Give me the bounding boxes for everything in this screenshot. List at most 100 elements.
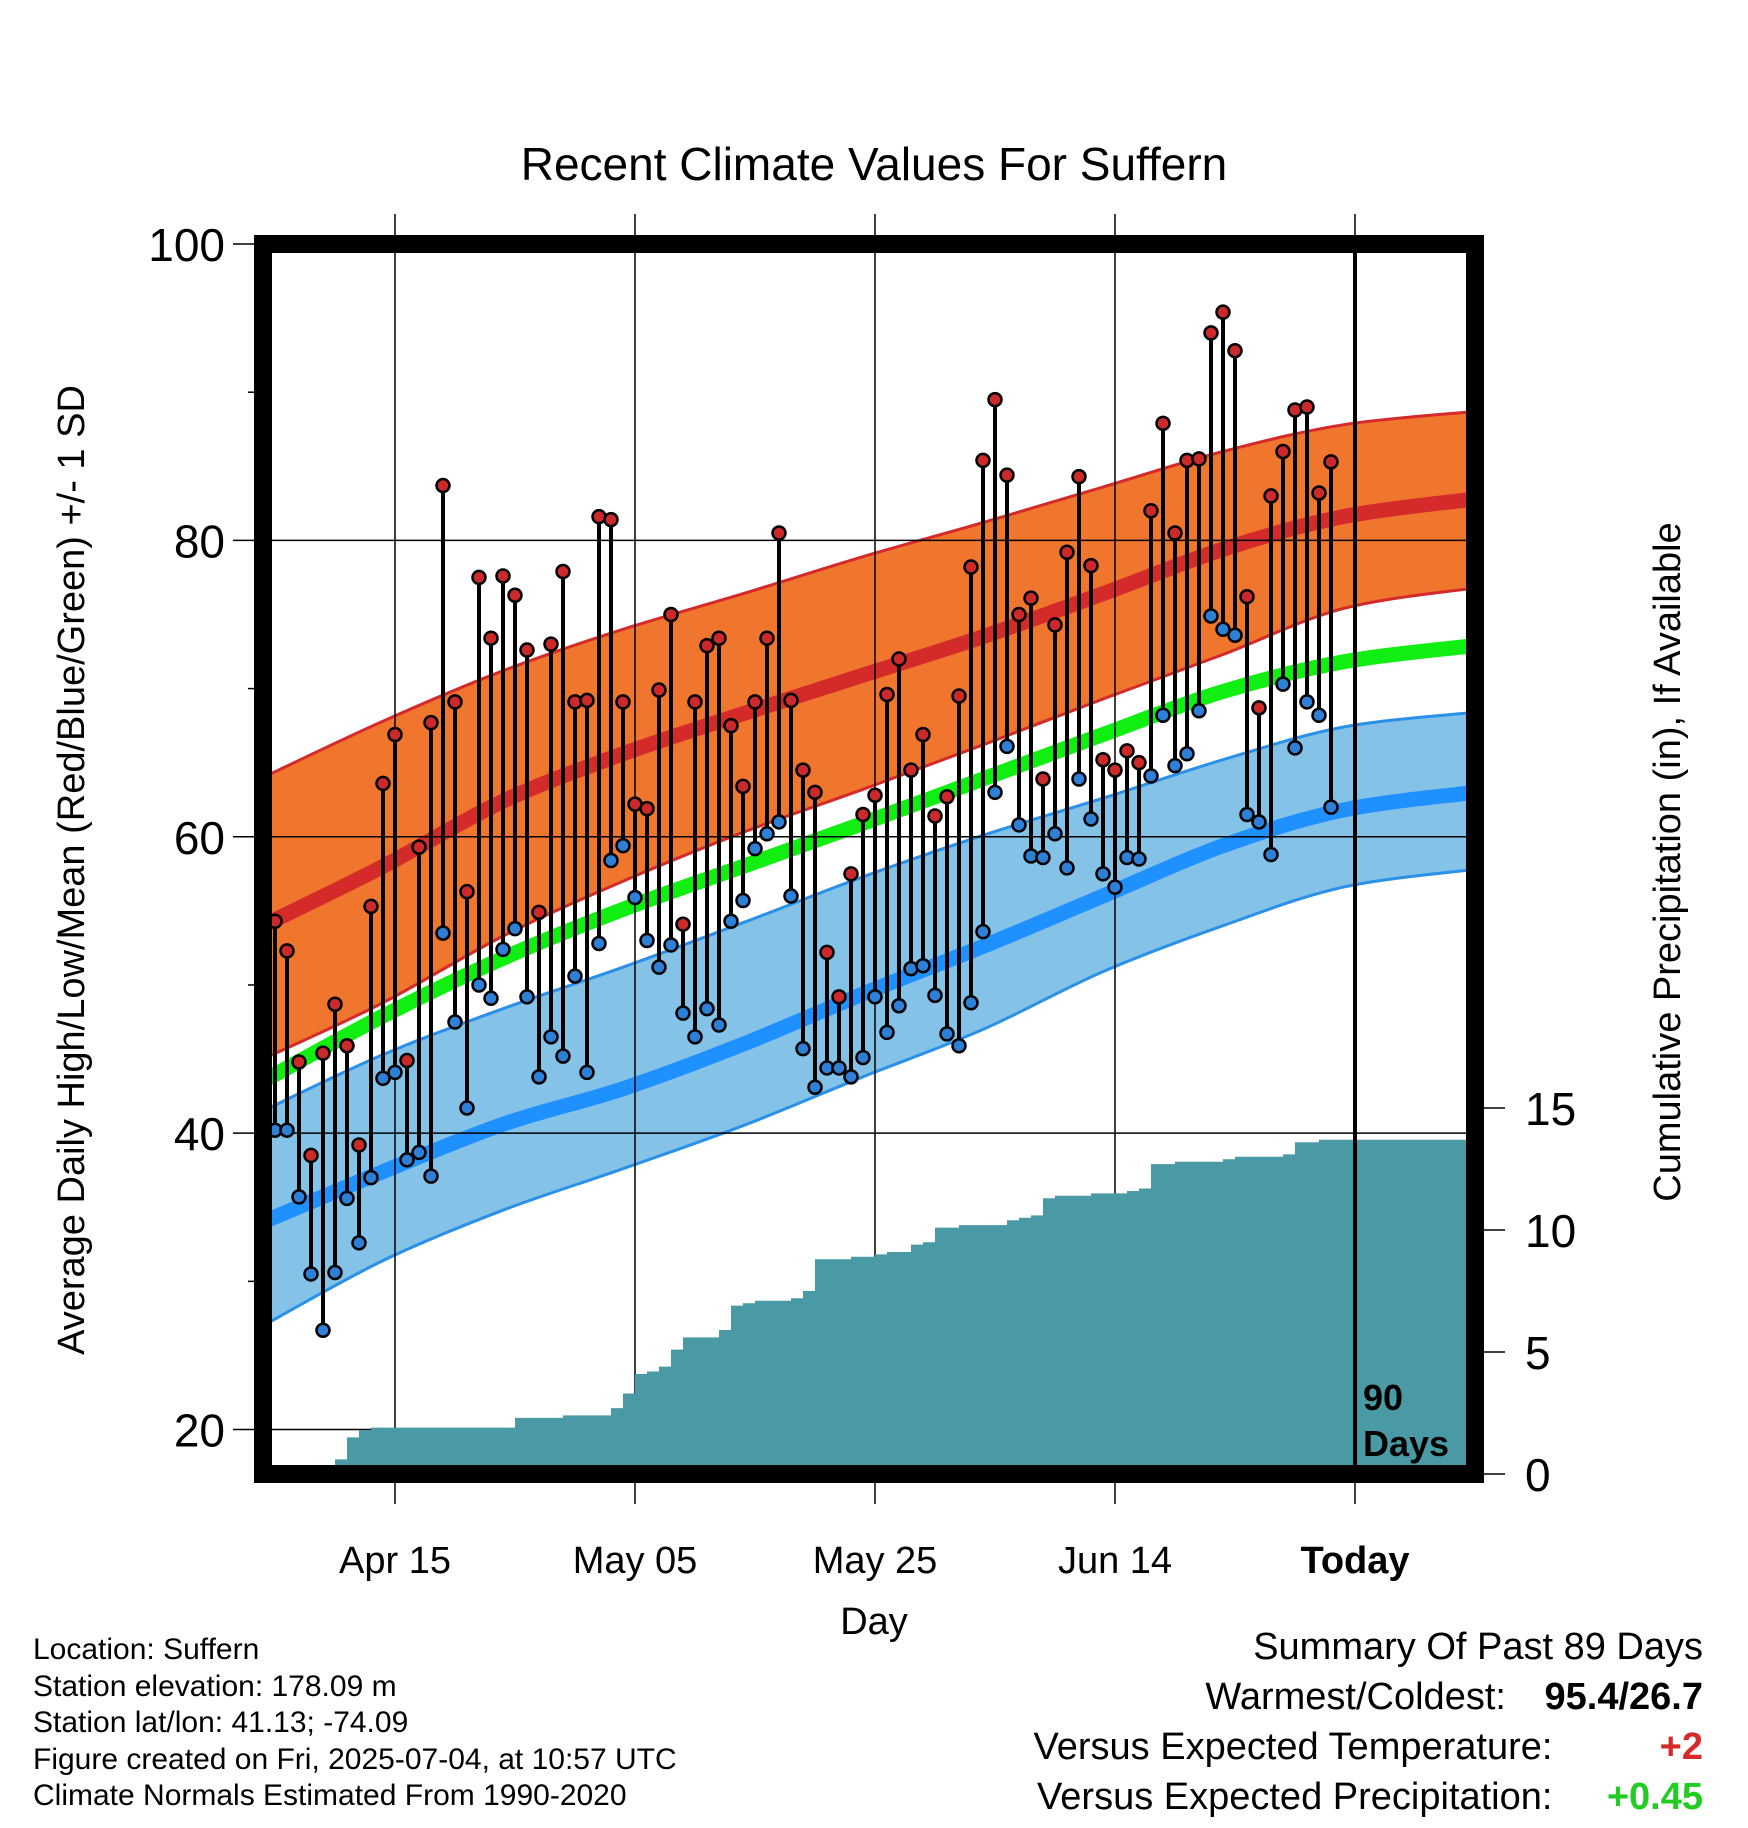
high-point [531,904,547,921]
high-point [315,1045,331,1061]
low-point [687,1029,703,1045]
high-point [723,717,739,734]
low-point [327,1264,343,1281]
x-tick-label: May 05 [573,1540,698,1582]
low-point [651,959,667,975]
high-point [1095,751,1111,768]
low-point [1215,621,1231,638]
low-point [843,1069,859,1085]
high-point [699,637,715,654]
low-point [939,1026,955,1042]
low-point [375,1070,391,1087]
low-point [1083,811,1099,827]
low-point [807,1079,823,1095]
elevation-text: Station elevation: 178.09 m [33,1669,397,1703]
y-tick-label: 80 [174,515,225,567]
high-point [915,726,931,743]
low-point [735,892,751,909]
precipitation-area [263,1139,1475,1474]
high-point [939,789,955,805]
low-point [399,1152,415,1168]
high-point [735,778,751,795]
high-point [423,714,439,731]
high-point [891,651,907,667]
high-point [1323,454,1339,470]
low-point [771,814,787,830]
low-point [363,1169,379,1186]
high-point [1119,743,1135,759]
high-point [483,630,499,646]
low-point [723,913,739,929]
temp-label: Versus Expected Temperature: [1033,1726,1553,1768]
precip-value: +0.45 [1606,1776,1703,1818]
low-point [591,935,607,952]
y-axis-label: Average Daily High/Low/Mean (Red/Blue/Gr… [51,385,93,1355]
low-point [975,923,991,940]
low-point [459,1100,475,1116]
high-point [303,1147,319,1164]
low-point [639,932,655,949]
high-point [1143,502,1159,519]
high-point [279,943,295,959]
today-annotation-text: 90 [1363,1377,1403,1418]
low-point [615,837,631,854]
low-point [1299,694,1315,710]
low-point [627,889,643,906]
y-tick-label: 20 [174,1405,225,1457]
low-point [579,1064,595,1081]
low-point [339,1190,355,1207]
low-point [1059,860,1075,876]
low-point [1095,866,1111,882]
low-point [423,1168,439,1184]
low-point [1071,771,1087,787]
high-point [639,800,655,817]
y-tick-label: 60 [174,812,225,864]
high-point [1203,325,1219,341]
low-point [855,1049,871,1066]
high-point [927,808,943,824]
created-text: Figure created on Fri, 2025-07-04, at 10… [33,1742,677,1776]
low-point [1107,879,1123,895]
low-point [831,1060,847,1076]
low-point [567,968,583,984]
low-point [1287,740,1303,756]
high-point [867,787,883,804]
high-point [687,694,703,710]
high-point [663,606,679,623]
low-point [447,1014,463,1030]
low-point [303,1266,319,1282]
low-point [387,1064,403,1081]
y2-tick-label: 5 [1525,1327,1551,1379]
warm-cold-label: Warmest/Coldest: [1205,1676,1506,1718]
high-point [363,898,379,915]
warm-cold-value: 95.4/26.7 [1544,1676,1703,1718]
low-point [291,1189,307,1205]
high-point [1035,771,1051,787]
low-point [435,925,451,941]
high-point [783,692,799,709]
low-point [963,994,979,1011]
high-point [411,839,427,855]
warm-cold-row: Warmest/Coldest: 95.4/26.7 [1034,1672,1703,1722]
high-point [603,511,619,528]
high-point [1227,342,1243,359]
plot-frame [254,235,1484,1483]
high-point [1107,762,1123,778]
high-point [951,688,967,704]
location-text: Location: Suffern [33,1633,260,1666]
high-point [675,916,691,932]
high-point [519,642,535,658]
x-tick-label: Today [1300,1540,1409,1582]
high-point [471,569,487,586]
high-point [651,682,667,698]
high-point [879,686,895,703]
low-point [927,987,943,1004]
high-point [579,692,595,709]
low-point [351,1235,367,1251]
high-point [1083,557,1099,574]
high-point [843,866,859,882]
low-point [1143,768,1159,784]
low-point [999,738,1015,755]
temp-row: Versus Expected Temperature: +2 [1034,1722,1703,1772]
y2-axis-label: Cumulative Precipitation (in), If Availa… [1647,522,1689,1201]
